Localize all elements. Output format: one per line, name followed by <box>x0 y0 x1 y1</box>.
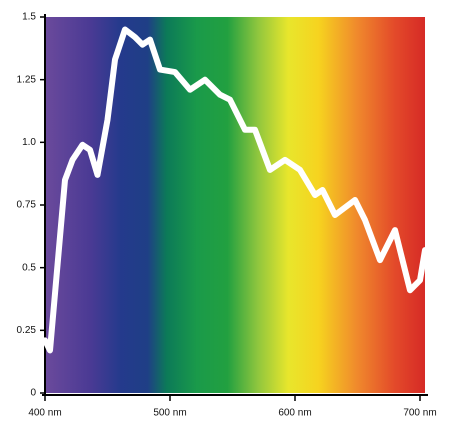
spectrum-background <box>45 17 425 393</box>
y-tick-label: 0.25 <box>17 325 37 336</box>
y-tick-label: 0.5 <box>22 262 36 273</box>
x-tick-label: 600 nm <box>278 408 311 419</box>
y-tick-label: 1.25 <box>17 74 37 85</box>
x-tick-label: 500 nm <box>153 408 186 419</box>
spectrum-line <box>42 26 428 354</box>
y-tick-label: 0.75 <box>17 200 37 211</box>
x-tick-label: 400 nm <box>28 408 61 419</box>
y-tick-label: 1.0 <box>22 137 36 148</box>
x-tick-label: 700 nm <box>403 408 436 419</box>
y-tick-label: 0 <box>30 388 36 399</box>
y-tick-label: 1.5 <box>22 12 36 23</box>
